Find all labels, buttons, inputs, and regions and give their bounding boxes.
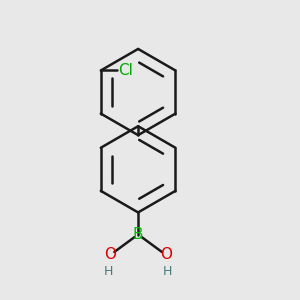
- Text: O: O: [104, 248, 116, 262]
- Text: H: H: [104, 265, 113, 278]
- Text: Cl: Cl: [118, 63, 134, 78]
- Text: H: H: [163, 265, 172, 278]
- Text: O: O: [160, 248, 172, 262]
- Text: B: B: [133, 227, 143, 242]
